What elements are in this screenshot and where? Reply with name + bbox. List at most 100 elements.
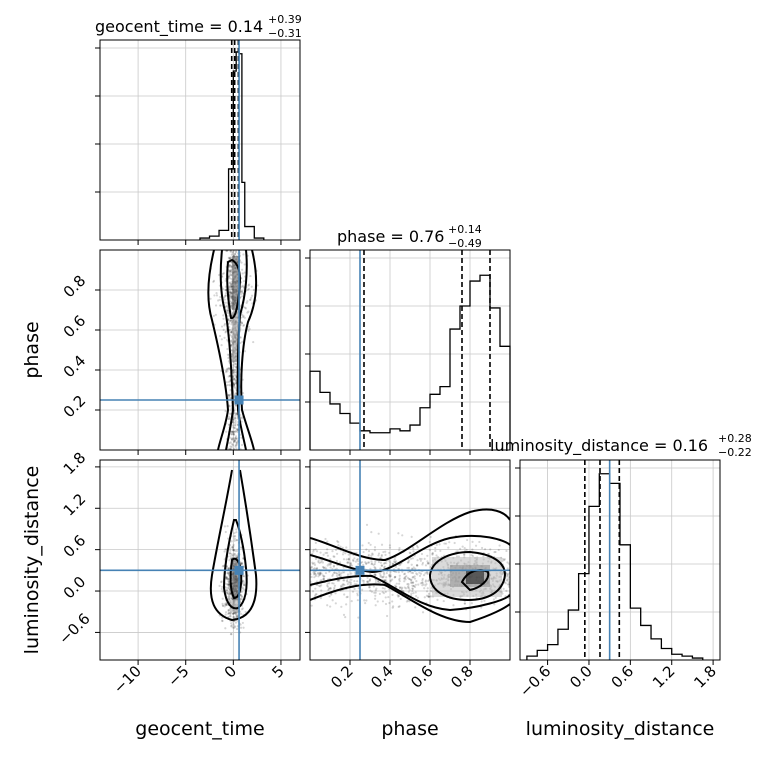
density-ld-phase-point-338 [314,557,318,561]
density-ld-phase-point-857 [318,573,321,576]
density-ld-phase-point-143 [345,546,348,549]
density-ld-phase-point-726 [332,565,335,568]
density-phase-geocent-top-point-142 [218,273,221,277]
density-ld-phase-point-512 [314,587,317,590]
density-ld-geocent-point-647 [228,612,231,615]
density-ld-phase-point-870 [350,572,353,575]
tick-label-x-luminosity_distance-1: 0.0 [566,662,596,692]
density-phase-geocent-top-point-107 [228,282,231,285]
density-phase-geocent-point-126 [234,437,238,441]
density-ld-geocent-point-569 [220,580,223,583]
density-ld-phase-point-400 [355,558,359,561]
density-ld-phase-point-266 [396,594,399,597]
density-ld-phase-point-586 [398,549,401,552]
density-phase-geocent-top-point-59 [218,334,222,338]
density-ld-geocent-point-191 [224,576,228,579]
density-ld-geocent-point-502 [226,591,229,594]
density-ld-phase-point-919 [400,587,404,590]
density-ld-geocent-point-634 [242,557,245,560]
density-phase-geocent-point-50 [234,387,237,390]
density-ld-phase-point-553 [319,571,322,574]
density-ld-phase-point-837 [343,583,346,587]
density-ld-phase-point-265 [369,578,372,581]
density-phase-geocent-top-point-167 [223,336,226,339]
density-ld-geocent-point-223 [231,620,234,623]
density-ld-phase-point-581 [326,540,329,543]
density-ld-phase-point-498 [332,588,336,591]
density-ld-phase-point-922 [399,563,402,566]
density-phase-geocent-point-410 [231,443,234,447]
density-ld-phase-point-495 [414,567,417,570]
density-phase-geocent-top-point-194 [241,290,244,293]
title-phase-plus: +0.14 [448,223,482,236]
density-ld-phase-point-429 [412,547,415,550]
density-ld-phase-point-270 [365,562,368,566]
density-ld-geocent-point-39 [230,597,233,601]
density-phase-geocent-point-471 [234,445,237,448]
density-phase-geocent-top-point-185 [229,269,233,272]
density-ld-phase-point-528 [429,589,433,592]
truth-marker-phase-vs-geocent_time [234,395,244,405]
density-ld-phase-point-497 [332,582,335,585]
density-ld-geocent-point-358 [226,603,229,606]
density-phase-geocent-top-point-127 [218,298,221,301]
density-ld-geocent-point-175 [223,605,226,608]
density-ld-geocent-point-591 [232,612,235,615]
density-ld-geocent-point-481 [222,564,225,567]
density-phase-geocent-point-35 [229,250,232,253]
density-ld-geocent-point-414 [236,556,239,559]
density-ld-phase-point-99 [366,580,369,583]
density-phase-geocent-point-379 [234,412,237,415]
density-ld-phase-point-208 [398,582,401,585]
density-ld-phase-point-475 [371,553,374,556]
density-ld-phase-point-948 [439,549,442,553]
density-ld-phase-point-458 [374,589,377,592]
density-ld-phase-point-541 [329,587,332,590]
density-ld-phase-point-770 [506,579,509,582]
density-phase-geocent-point-433 [235,412,238,416]
density-ld-geocent-point-344 [228,552,232,555]
panel-frame-luminosity_distance-vs-phase [309,459,511,661]
density-phase-geocent-point-88 [229,271,232,274]
density-ld-phase-point-37 [373,591,376,594]
density-ld-phase-point-235 [393,560,396,563]
density-ld-geocent-point-623 [231,545,234,549]
density-ld-phase-point-798 [416,559,419,562]
density-ld-phase-point-1083 [416,546,419,549]
density-ld-phase-point-1067 [397,594,401,598]
density-ld-geocent-point-209 [232,553,236,556]
density-ld-geocent-point-539 [232,545,235,548]
density-ld-phase-point-714 [325,567,328,570]
density-phase-geocent-point-358 [228,321,231,324]
density-ld-phase-point-682 [391,562,394,565]
density-ld-phase-point-221 [389,570,392,574]
density-ld-phase-point-492 [341,546,344,549]
density-ld-phase-point-724 [370,554,373,557]
density-ld-phase-point-447 [331,599,334,602]
density-ld-phase-point-187 [412,585,415,588]
density-ld-phase-point-871 [412,550,415,553]
density-phase-geocent-point-411 [227,380,230,383]
density-ld-phase-point-1054 [413,575,416,578]
density-ld-phase-point-124 [494,596,497,599]
density-ld-phase-point-679 [368,579,371,582]
density-ld-geocent-point-479 [221,565,224,568]
density-ld-phase-point-115 [377,554,380,557]
density-ld-phase-point-344 [315,567,318,571]
tick-label-x-phase-2: 0.6 [407,662,437,692]
density-ld-geocent-point-30 [228,596,231,599]
density-phase-geocent-top-point-65 [212,314,215,318]
density-ld-geocent-point-69 [232,549,235,552]
density-phase-geocent-point-300 [228,291,231,294]
truth-marker-luminosity_distance-vs-phase [355,565,365,575]
density-ld-phase-point-675 [385,572,388,575]
density-ld-phase-point-504 [313,562,316,565]
density-ld-phase-point-336 [336,579,339,582]
density-ld-geocent-point-118 [227,609,230,612]
density-ld-phase-point-873 [335,567,338,570]
density-ld-phase-point-1008 [338,574,341,577]
density-ld-phase-point-562 [398,577,401,580]
density-ld-geocent-point-563 [240,590,243,593]
density-ld-phase-point-505 [426,587,429,590]
density-ld-geocent-point-303 [228,593,232,596]
